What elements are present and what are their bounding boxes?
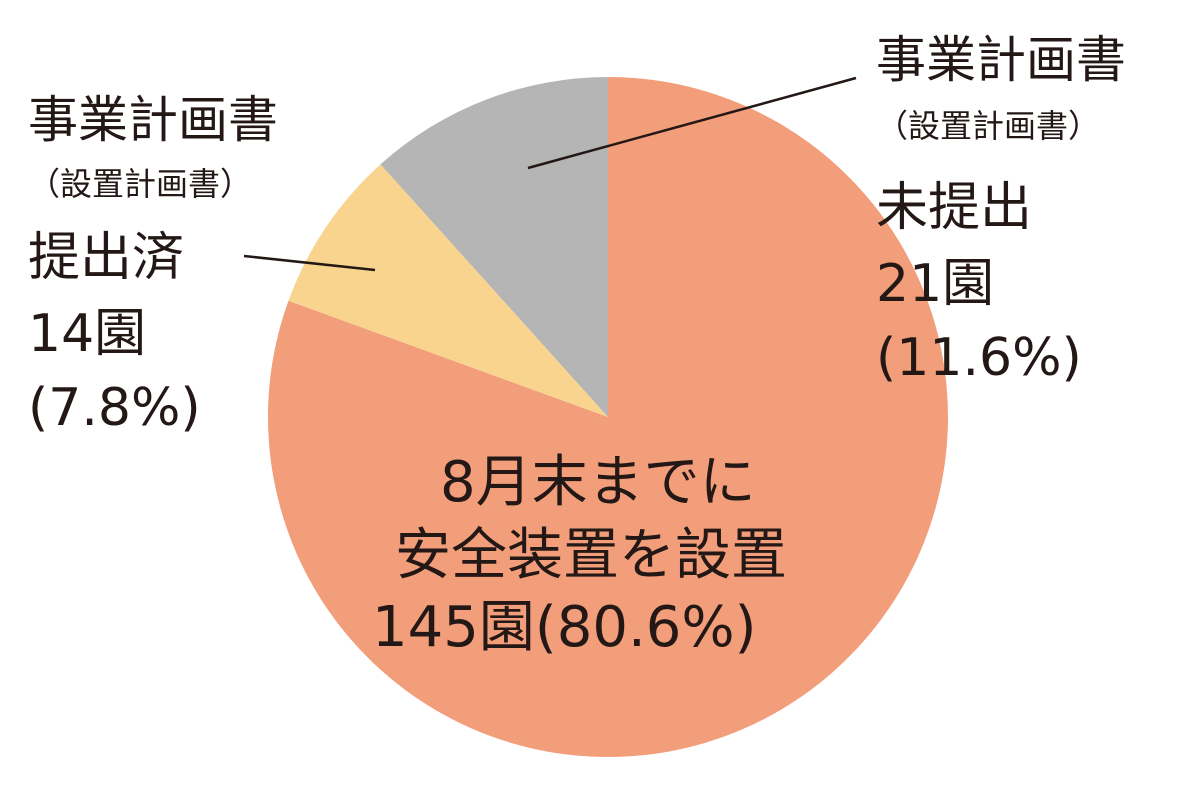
label-installed-line-1: 8月末までに: [440, 450, 756, 515]
label-submitted-line-5: (7.8%): [28, 378, 201, 438]
leader-line-submitted: [243, 254, 376, 272]
pie-slice-installed: [267, 77, 948, 758]
label-installed-line-3: 145園(80.6%): [372, 595, 757, 660]
label-submitted-line-4: 14園: [28, 304, 147, 364]
pie-slice-submitted: [288, 164, 608, 417]
label-unsubmitted-line-4: 21園: [876, 254, 995, 314]
label-submitted-line-2: （設置計画書）: [28, 165, 253, 203]
label-unsubmitted-line-1: 事業計画書: [876, 31, 1126, 89]
label-unsubmitted-line-2: （設置計画書）: [876, 107, 1101, 145]
label-installed-line-2: 安全装置を設置: [395, 523, 787, 588]
label-submitted-line-3: 提出済: [28, 228, 185, 288]
leader-line-unsubmitted: [527, 76, 857, 170]
label-submitted-line-1: 事業計画書: [28, 91, 278, 149]
label-unsubmitted-line-3: 未提出: [876, 178, 1033, 238]
label-unsubmitted-line-5: (11.6%): [876, 328, 1082, 388]
